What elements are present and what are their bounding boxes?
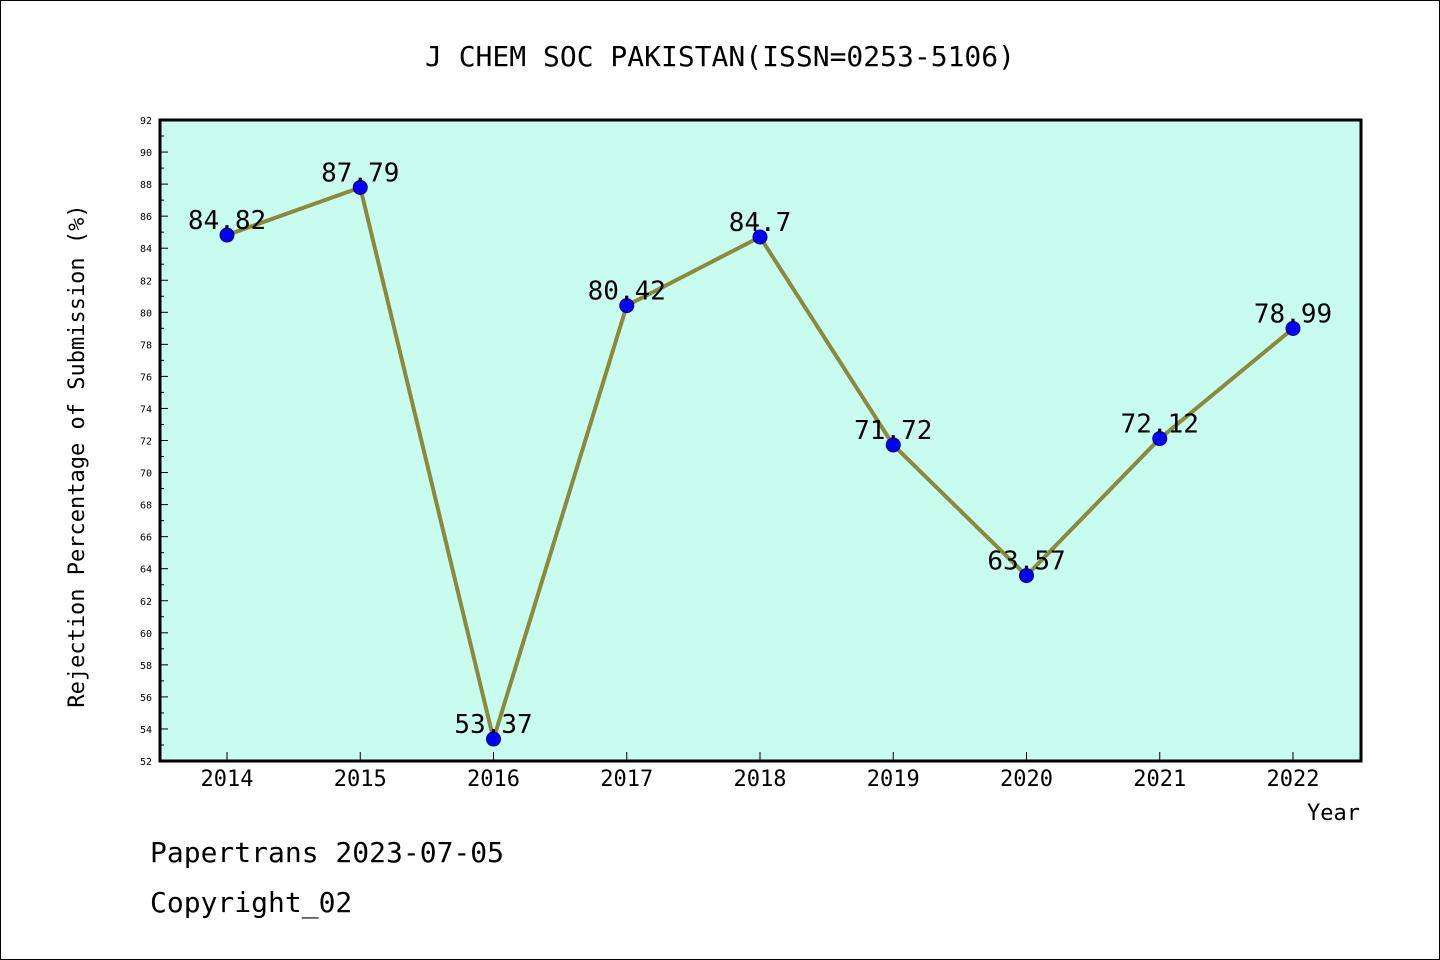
y-tick-label: 92 xyxy=(140,116,152,127)
y-axis: 52 54 56 58 60 62 64 66 68 70 72 74 76 78 80 82 84 86 88 90… xyxy=(140,116,168,768)
footer-line-2: Copyright_02 xyxy=(150,886,353,919)
data-label: 78.99 xyxy=(1254,299,1332,329)
data-point xyxy=(885,437,901,453)
y-tick-label: 70 xyxy=(140,469,152,480)
data-point xyxy=(486,731,501,747)
data-label: 80.42 xyxy=(588,277,666,307)
x-tick-label: 2019 xyxy=(867,767,920,792)
x-tick-label: 2016 xyxy=(467,767,520,792)
data-label: 87.79 xyxy=(321,158,399,188)
y-tick-label: 80 xyxy=(140,308,152,319)
y-tick-label: 84 xyxy=(140,244,152,255)
y-tick-label: 58 xyxy=(140,661,152,672)
y-tick-label: 86 xyxy=(140,212,152,223)
y-tick-label: 52 xyxy=(140,757,152,768)
data-point xyxy=(219,227,235,243)
x-tick-label: 2020 xyxy=(1000,767,1053,792)
y-tick-label: 62 xyxy=(140,597,152,608)
x-axis-title: Year xyxy=(1307,801,1360,826)
data-label: 72.12 xyxy=(1121,410,1199,440)
y-tick-label: 76 xyxy=(140,372,152,383)
y-tick-label: 78 xyxy=(140,340,152,351)
y-tick-label: 60 xyxy=(140,629,152,640)
y-tick-label: 74 xyxy=(140,404,152,415)
data-label: 84.7 xyxy=(729,208,792,238)
data-point xyxy=(619,298,635,314)
y-tick-label: 82 xyxy=(140,276,152,287)
data-point xyxy=(352,179,368,195)
x-tick-label: 2018 xyxy=(734,767,787,792)
data-label: 84.82 xyxy=(188,206,266,236)
data-point xyxy=(1152,431,1168,447)
y-tick-label: 64 xyxy=(140,565,152,576)
series-line-group xyxy=(219,179,1301,747)
y-tick-label: 88 xyxy=(140,180,152,191)
y-tick-label: 90 xyxy=(140,148,152,159)
y-tick-label: 54 xyxy=(140,725,152,736)
data-label: 71.72 xyxy=(854,416,932,446)
footer-line-1: Papertrans 2023-07-05 xyxy=(150,836,505,869)
data-label: 63.57 xyxy=(987,547,1065,577)
data-point xyxy=(1285,320,1301,336)
x-tick-label: 2022 xyxy=(1267,767,1320,792)
x-tick-label: 2014 xyxy=(201,767,254,792)
x-tick-label: 2021 xyxy=(1133,767,1186,792)
y-axis-title: Rejection Percentage of Submission (%) xyxy=(65,204,90,707)
chart-title: J CHEM SOC PAKISTAN(ISSN=0253-5106) xyxy=(425,40,1015,73)
x-axis: 2014 2015 2016 2017 2018 2019 2020 2021 2022 xyxy=(201,752,1320,792)
y-tick-label: 56 xyxy=(140,693,152,704)
y-tick-label: 72 xyxy=(140,437,152,448)
data-labels: 84.82 87.79 53.37 80.42 84.7 71.72 63.57 72.12 7… xyxy=(188,158,1332,740)
x-tick-label: 2015 xyxy=(334,767,387,792)
x-tick-label: 2017 xyxy=(600,767,653,792)
data-label: 53.37 xyxy=(454,710,532,740)
data-point xyxy=(1019,568,1034,584)
y-tick-label: 66 xyxy=(140,533,152,544)
y-tick-label: 68 xyxy=(140,501,152,512)
data-point xyxy=(752,229,768,245)
